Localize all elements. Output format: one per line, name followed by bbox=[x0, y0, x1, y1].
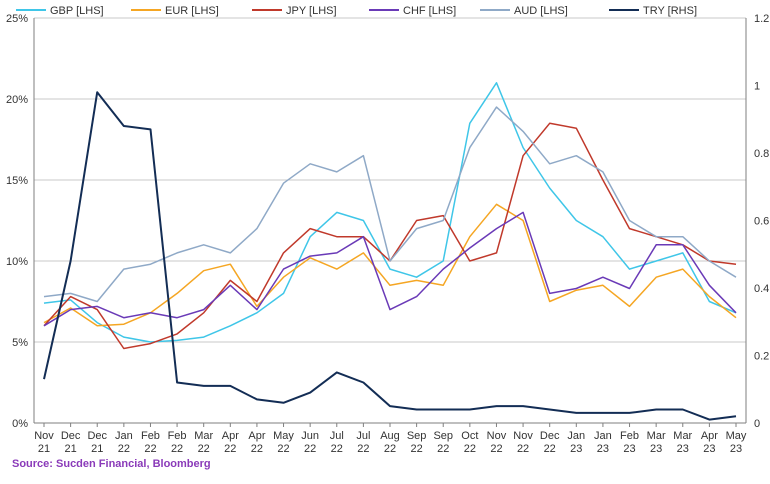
x-tick-label-year: 22 bbox=[171, 443, 183, 455]
x-tick-label-year: 22 bbox=[304, 443, 316, 455]
x-tick-label-month: Mar bbox=[194, 430, 213, 442]
series-line-gbp bbox=[43, 82, 737, 343]
legend-label-chf: CHF [LHS] bbox=[403, 5, 456, 17]
x-tick-label-month: Nov bbox=[487, 430, 507, 442]
x-tick-label-year: 23 bbox=[623, 443, 635, 455]
x-tick-label-month: Jan bbox=[594, 430, 612, 442]
legend-label-aud: AUD [LHS] bbox=[514, 5, 568, 17]
x-tick-label-month: Feb bbox=[168, 430, 187, 442]
x-tick-label-year: 22 bbox=[384, 443, 396, 455]
x-tick-label-month: Mar bbox=[673, 430, 692, 442]
x-tick-label-month: Jan bbox=[567, 430, 585, 442]
x-tick-label-year: 22 bbox=[198, 443, 210, 455]
x-tick-label-year: 23 bbox=[597, 443, 609, 455]
x-tick-label-year: 23 bbox=[703, 443, 715, 455]
right-tick-label: 1 bbox=[754, 81, 760, 93]
right-tick-label: 0.8 bbox=[754, 148, 769, 160]
x-tick-label-month: Nov bbox=[34, 430, 54, 442]
x-tick-label-month: Apr bbox=[222, 430, 239, 442]
left-tick-label: 20% bbox=[6, 94, 28, 106]
legend: GBP [LHS] EUR [LHS] JPY [LHS] CHF [LHS] AUD … bbox=[16, 5, 697, 17]
x-tick-label-year: 23 bbox=[570, 443, 582, 455]
legend-label-jpy: JPY [LHS] bbox=[286, 5, 337, 17]
x-tick-label-year: 22 bbox=[357, 443, 369, 455]
x-tick-label-year: 22 bbox=[144, 443, 156, 455]
x-tick-label-month: Nov bbox=[513, 430, 533, 442]
x-tick-label-year: 22 bbox=[410, 443, 422, 455]
x-tick-label-year: 22 bbox=[544, 443, 556, 455]
x-tick-label-month: Mar bbox=[647, 430, 666, 442]
x-tick-label-month: Dec bbox=[87, 430, 107, 442]
x-tick-label-year: 21 bbox=[38, 443, 50, 455]
grid bbox=[34, 17, 746, 343]
right-axis: 0 0.2 0.4 0.6 0.8 1 1.2 bbox=[745, 13, 769, 430]
x-tick-label-month: Jul bbox=[330, 430, 344, 442]
x-tick-label-year: 23 bbox=[677, 443, 689, 455]
x-tick-label-month: Jan bbox=[115, 430, 133, 442]
right-tick-label: 1.2 bbox=[754, 13, 769, 25]
x-tick-label-month: Dec bbox=[61, 430, 81, 442]
x-axis: Nov21Dec21Dec21Jan22Feb22Feb22Mar22Apr22… bbox=[34, 422, 747, 455]
left-axis: 0% 5% 10% 15% 20% 25% bbox=[6, 13, 35, 430]
left-tick-label: 10% bbox=[6, 256, 28, 268]
x-tick-label-month: Jun bbox=[301, 430, 319, 442]
x-tick-label-month: Apr bbox=[248, 430, 265, 442]
series-line-aud bbox=[43, 106, 737, 303]
left-tick-label: 5% bbox=[12, 337, 28, 349]
x-tick-label-year: 22 bbox=[437, 443, 449, 455]
x-tick-label-month: Aug bbox=[380, 430, 400, 442]
source-note: Source: Sucden Financial, Bloomberg bbox=[12, 458, 211, 470]
x-tick-label-month: May bbox=[726, 430, 747, 442]
x-tick-label-month: Sep bbox=[433, 430, 453, 442]
left-tick-label: 0% bbox=[12, 418, 28, 430]
x-tick-label-month: Apr bbox=[701, 430, 718, 442]
series-line-chf bbox=[43, 211, 737, 327]
x-tick-label-year: 22 bbox=[490, 443, 502, 455]
x-tick-label-year: 23 bbox=[650, 443, 662, 455]
legend-label-eur: EUR [LHS] bbox=[165, 5, 219, 17]
right-tick-label: 0.6 bbox=[754, 216, 769, 228]
x-tick-label-month: May bbox=[273, 430, 294, 442]
series-line-try bbox=[43, 91, 737, 421]
x-tick-label-month: Oct bbox=[461, 430, 478, 442]
right-tick-label: 0.4 bbox=[754, 283, 769, 295]
x-tick-label-year: 22 bbox=[517, 443, 529, 455]
x-tick-label-year: 22 bbox=[118, 443, 130, 455]
left-tick-label: 15% bbox=[6, 175, 28, 187]
x-tick-label-year: 22 bbox=[464, 443, 476, 455]
x-tick-label-year: 21 bbox=[64, 443, 76, 455]
x-tick-label-year: 22 bbox=[331, 443, 343, 455]
x-tick-label-month: Feb bbox=[620, 430, 639, 442]
x-tick-label-year: 22 bbox=[224, 443, 236, 455]
right-tick-label: 0 bbox=[754, 418, 760, 430]
left-tick-label: 25% bbox=[6, 13, 28, 25]
x-tick-label-month: Feb bbox=[141, 430, 160, 442]
legend-label-try: TRY [RHS] bbox=[643, 5, 697, 17]
x-tick-label-month: Jul bbox=[356, 430, 370, 442]
x-tick-label-year: 22 bbox=[251, 443, 263, 455]
plot-area bbox=[43, 82, 737, 421]
x-tick-label-month: Sep bbox=[407, 430, 427, 442]
x-tick-label-year: 22 bbox=[277, 443, 289, 455]
right-tick-label: 0.2 bbox=[754, 351, 769, 363]
x-tick-label-year: 21 bbox=[91, 443, 103, 455]
series-line-eur bbox=[43, 203, 737, 327]
legend-label-gbp: GBP [LHS] bbox=[50, 5, 104, 17]
x-tick-label-year: 23 bbox=[730, 443, 742, 455]
x-tick-label-month: Dec bbox=[540, 430, 560, 442]
